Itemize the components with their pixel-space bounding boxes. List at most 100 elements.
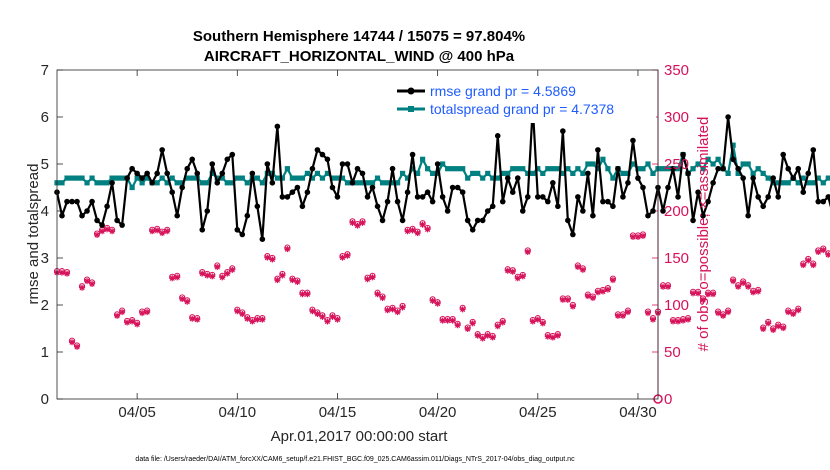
series-rmse-point [640, 184, 646, 191]
series-rmse-point [279, 194, 286, 200]
obs-assimilated-marker [529, 318, 536, 325]
obs-assimilated-marker [304, 291, 311, 298]
obs-assimilated-marker [209, 273, 216, 280]
series-rmse-point [89, 198, 95, 205]
series-totalspread-point [144, 175, 150, 181]
obs-assimilated-marker [489, 334, 496, 341]
chart-title-line1: Southern Hemisphere 14744 / 15075 = 97.8… [193, 28, 525, 45]
series-rmse-point [454, 184, 461, 191]
series-rmse-point [64, 198, 70, 205]
obs-assimilated-marker [204, 272, 211, 279]
series-rmse-point [384, 198, 391, 205]
obs-assimilated-marker [499, 319, 506, 326]
series-rmse-point [174, 212, 180, 219]
obs-assimilated-marker [104, 226, 111, 233]
series-totalspread-point [525, 170, 531, 176]
series-totalspread-point [510, 166, 516, 172]
series-totalspread-point [470, 170, 476, 176]
obs-assimilated-marker [319, 313, 326, 320]
series-rmse-point [705, 198, 711, 205]
series-totalspread-point [430, 170, 436, 176]
obs-assimilated-marker [700, 296, 707, 303]
obs-assimilated-marker [89, 280, 96, 287]
series-rmse-point [690, 217, 696, 224]
series-rmse-point [805, 170, 812, 177]
series-totalspread-point [129, 184, 135, 191]
series-totalspread-point [795, 180, 801, 186]
series-rmse-point [494, 133, 501, 139]
series-rmse-point [800, 189, 807, 195]
series-totalspread-point [239, 175, 245, 181]
series-rmse-point [535, 194, 541, 200]
obs-assimilated-marker [239, 311, 246, 318]
series-rmse-point [514, 175, 521, 181]
obs-assimilated-marker [124, 319, 131, 326]
series-rmse-point [635, 175, 641, 181]
y-left-tick-label: 4 [41, 203, 49, 220]
series-rmse-point [59, 212, 65, 219]
legend-rmse-label: rmse grand pr = 4.5869 [430, 83, 576, 99]
y-right-tick-label: 50 [664, 344, 681, 361]
series-totalspread-point [770, 180, 776, 186]
series-rmse-point [329, 184, 336, 191]
obs-assimilated-marker [384, 307, 391, 314]
obs-assimilated-marker [519, 273, 526, 280]
obs-assimilated-marker [725, 309, 732, 316]
obs-assimilated-marker [619, 312, 626, 319]
series-totalspread-point [159, 175, 165, 181]
y-left-tick-label: 6 [41, 109, 49, 126]
series-totalspread-point [369, 180, 376, 186]
series-totalspread-point [630, 161, 636, 167]
series-rmse-point [610, 203, 616, 210]
series-totalspread-point [580, 170, 586, 176]
series-rmse-point [149, 180, 155, 186]
series-totalspread-point [440, 161, 446, 167]
series-totalspread-point [74, 175, 80, 181]
obs-assimilated-marker [629, 233, 636, 240]
series-totalspread-point [815, 175, 821, 181]
series-totalspread-point [455, 166, 461, 172]
obs-assimilated-marker [675, 318, 682, 325]
obs-assimilated-marker [134, 321, 141, 328]
obs-assimilated-marker [419, 221, 426, 228]
obs-assimilated-marker [670, 318, 677, 325]
series-totalspread-point [765, 175, 771, 181]
series-totalspread-point [595, 166, 601, 172]
obs-assimilated-marker [609, 277, 616, 284]
obs-assimilated-marker [634, 233, 641, 240]
series-rmse-point [244, 212, 251, 219]
legend-spread-marker [408, 106, 414, 112]
obs-assimilated-marker [695, 290, 702, 297]
series-rmse-point [144, 170, 150, 177]
series-rmse-point [414, 194, 421, 200]
obs-assimilated-marker [364, 276, 371, 283]
series-rmse-point [479, 217, 486, 224]
series-rmse-point [795, 165, 802, 172]
series-rmse-point [104, 203, 110, 210]
series-rmse-point [504, 175, 511, 181]
series-rmse-point [424, 189, 431, 195]
obs-assimilated-marker [785, 309, 792, 316]
series-totalspread-point [179, 180, 185, 186]
series-rmse-point [570, 231, 576, 238]
obs-assimilated-marker [349, 219, 356, 226]
series-rmse-point [314, 147, 321, 153]
series-totalspread-point [545, 166, 551, 172]
series-totalspread-point [334, 175, 341, 181]
obs-assimilated-marker [409, 227, 416, 234]
series-rmse-point [630, 137, 636, 144]
obs-assimilated-marker [820, 247, 827, 254]
y-right-tick-label: 150 [664, 250, 689, 267]
series-rmse-point [274, 123, 281, 130]
obs-assimilated-marker [314, 311, 321, 318]
series-totalspread-point [109, 175, 115, 181]
series-rmse-point [399, 217, 406, 224]
y-axis-left-label: rmse and totalspread [25, 164, 42, 305]
series-totalspread-point [435, 170, 441, 176]
obs-assimilated-marker [129, 318, 136, 325]
obs-assimilated-marker [795, 307, 802, 314]
obs-assimilated-marker [780, 325, 787, 332]
series-rmse-point [565, 217, 571, 224]
obs-assimilated-marker [99, 228, 106, 235]
series-totalspread-point [485, 170, 491, 176]
